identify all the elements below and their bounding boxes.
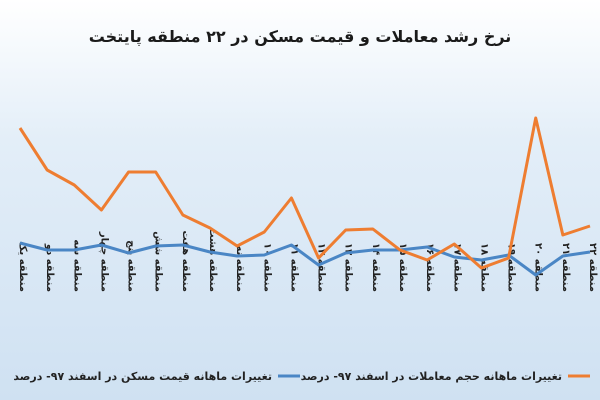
legend-label: تغییرات ماهانه قیمت مسکن در اسفند ۹۷- در…: [13, 370, 272, 383]
x-tick-label: منطقه ۱۱: [288, 243, 299, 292]
x-tick-label: منطقه ۱۹: [506, 243, 517, 292]
x-tick-label: منطقه چهار: [98, 231, 109, 292]
x-tick-label: منطقه ۱۰: [261, 243, 272, 292]
x-tick-label: منطقه ۱۲: [316, 243, 327, 292]
chart-title: نرخ رشد معاملات و قیمت مسکن در ۲۲ منطقه …: [89, 27, 512, 47]
x-tick-label: منطقه ۱۴: [370, 243, 381, 292]
x-tick-label: منطقه پنج: [126, 240, 137, 292]
x-tick-label: منطقه سه: [71, 239, 82, 292]
x-tick-label: منطقه ۱۷: [451, 243, 462, 292]
x-tick-label: منطقه ۲۲: [587, 243, 598, 292]
legend-label: تغییرات ماهانه حجم معاملات در اسفند ۹۷- …: [301, 370, 562, 383]
x-tick-label: منطقه ۲۱: [560, 243, 571, 292]
x-tick-label: منطقه ۱۵: [397, 243, 408, 292]
x-tick-label: منطقه هفت: [180, 231, 191, 292]
x-tick-label: منطقه شش: [153, 231, 164, 292]
series-line: [19, 241, 591, 277]
x-tick-label: منطقه هشت: [207, 228, 218, 292]
x-tick-label: منطقه ۱۳: [343, 243, 354, 292]
x-tick-label: منطقه دو: [44, 243, 55, 292]
x-tick-label: منطقه یک: [17, 241, 28, 292]
x-tick-label: منطقه ۱۶: [424, 243, 435, 292]
x-tick-label: منطقه نه: [234, 245, 245, 292]
x-tick-label: منطقه ۲۰: [533, 243, 544, 292]
series-line: [18, 116, 591, 270]
